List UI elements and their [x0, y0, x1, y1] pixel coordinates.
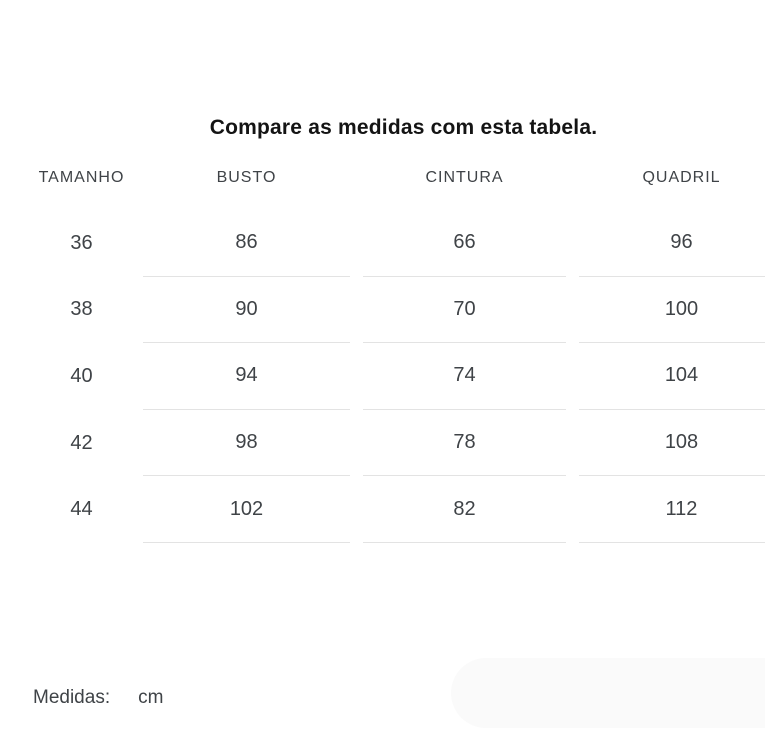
table-row: 42 98 78 108	[33, 410, 765, 477]
column-header-cintura: CINTURA	[425, 169, 504, 186]
page-title: Compare as medidas com esta tabela.	[209, 116, 598, 139]
waist-cell: 78	[363, 410, 566, 477]
hip-cell: 108	[579, 410, 765, 477]
hip-cell: 100	[579, 277, 765, 344]
table-body: 36 86 66 96 38 90 70 100 40 94 74 104 42…	[33, 210, 765, 543]
hip-cell: 104	[579, 343, 765, 410]
bust-cell: 94	[143, 343, 350, 410]
bust-cell: 98	[143, 410, 350, 477]
size-table: TAMANHO BUSTO CINTURA QUADRIL 36 86 66 9…	[33, 163, 765, 543]
size-cell: 40	[70, 364, 93, 387]
decorative-pill-background	[451, 658, 765, 728]
measurements-label: Medidas:	[33, 687, 111, 708]
hip-cell: 96	[579, 210, 765, 277]
hip-cell: 112	[579, 476, 765, 543]
waist-cell: 74	[363, 343, 566, 410]
bust-cell: 102	[143, 476, 350, 543]
table-row: 40 94 74 104	[33, 343, 765, 410]
waist-cell: 70	[363, 277, 566, 344]
measurements-unit: cm	[138, 687, 164, 708]
table-row: 38 90 70 100	[33, 277, 765, 344]
waist-cell: 82	[363, 476, 566, 543]
size-cell: 42	[70, 431, 93, 454]
bust-cell: 90	[143, 277, 350, 344]
bust-cell: 86	[143, 210, 350, 277]
table-row: 44 102 82 112	[33, 476, 765, 543]
table-row: 36 86 66 96	[33, 210, 765, 277]
waist-cell: 66	[363, 210, 566, 277]
table-header-row: TAMANHO BUSTO CINTURA QUADRIL	[33, 163, 758, 193]
size-cell: 44	[70, 498, 93, 521]
column-header-busto: BUSTO	[216, 169, 277, 186]
measurements-note: Medidas: cm	[33, 687, 163, 709]
size-cell: 38	[70, 298, 93, 321]
size-cell: 36	[70, 231, 93, 254]
column-header-tamanho: TAMANHO	[38, 169, 125, 186]
column-header-quadril: QUADRIL	[642, 169, 721, 186]
